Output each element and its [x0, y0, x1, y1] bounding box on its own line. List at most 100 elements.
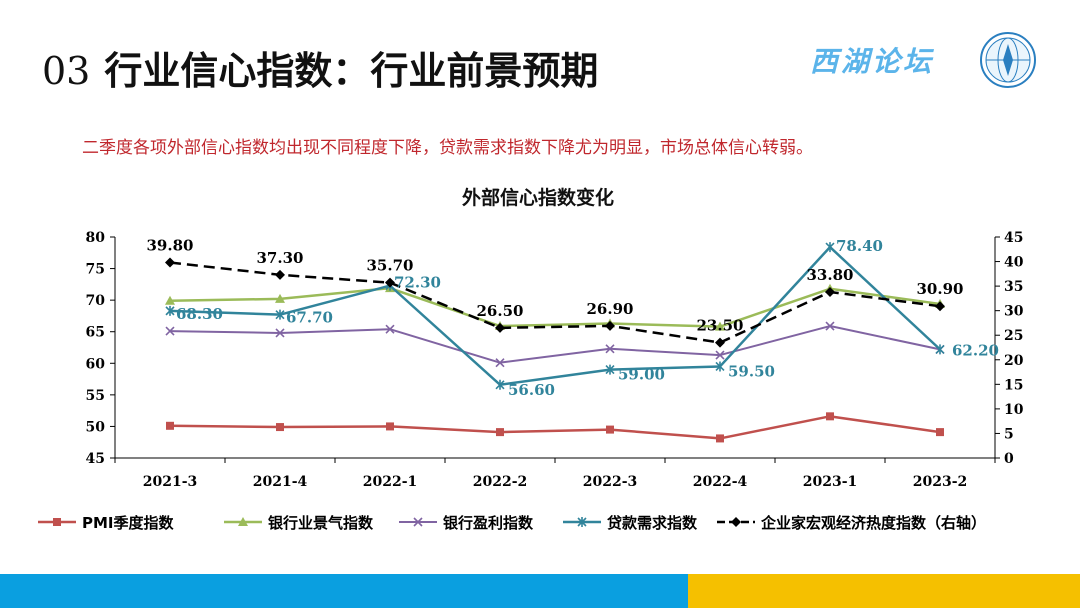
loan-demand-data-label: 62.20	[952, 341, 999, 359]
left-tick-label: 50	[86, 419, 106, 435]
x-tick-label: 2023-1	[803, 474, 858, 490]
data-point-marker	[385, 324, 395, 334]
footer-bar-blue	[0, 574, 688, 608]
macro-heat-data-label: 23.50	[697, 317, 744, 335]
data-point-marker	[165, 305, 175, 316]
data-point-marker	[605, 320, 615, 331]
macro-heat-data-label: 30.90	[917, 280, 964, 298]
chart-legend: PMI季度指数 银行业景气指数 银行盈利指数 贷款需求指数 企业家宏观经济热度指数（右轴…	[38, 514, 986, 532]
data-point-marker	[606, 425, 614, 434]
loan-demand-data-label: 72.30	[394, 274, 441, 292]
loan-demand-data-label: 59.00	[618, 366, 665, 384]
data-point-marker	[825, 242, 835, 253]
data-point-marker	[238, 517, 248, 526]
left-tick-label: 45	[86, 451, 105, 467]
data-point-marker	[715, 350, 725, 360]
left-tick-label: 55	[86, 388, 105, 404]
chart-summary: 二季度各项外部信心指数均出现不同程度下降，贷款需求指数下降尤为明显，市场总体信心…	[82, 138, 813, 158]
series-line	[169, 325, 941, 364]
data-point-marker	[715, 321, 725, 331]
data-point-marker	[731, 517, 741, 527]
data-point-marker	[165, 295, 175, 305]
macro-heat-data-label: 37.30	[257, 249, 304, 267]
series-5	[165, 257, 945, 348]
data-point-marker	[716, 434, 724, 443]
section-title: 行业信心指数：行业前景预期	[104, 49, 599, 93]
right-tick-label: 15	[1004, 377, 1023, 393]
left-tick-label: 60	[86, 356, 106, 372]
right-tick-label: 40	[1004, 255, 1024, 271]
series-line	[169, 286, 941, 328]
legend-label: PMI季度指数	[82, 514, 175, 532]
loan-demand-data-label: 78.40	[836, 237, 883, 255]
data-point-marker	[495, 322, 505, 333]
x-tick-label: 2023-2	[913, 474, 968, 490]
x-tick-label: 2022-4	[693, 474, 748, 490]
data-point-marker	[605, 344, 615, 354]
data-point-marker	[715, 361, 725, 372]
series-line	[169, 415, 941, 440]
loan-demand-data-label: 67.70	[286, 309, 333, 327]
loan-demand-data-label: 59.50	[728, 362, 775, 380]
left-tick-label: 65	[86, 325, 105, 341]
right-tick-label: 30	[1004, 304, 1024, 320]
footer-bar-yellow	[688, 574, 1080, 608]
macro-heat-data-label: 33.80	[807, 266, 854, 284]
series-line	[169, 261, 941, 344]
data-point-marker	[413, 517, 423, 527]
legend-label: 银行业景气指数	[268, 514, 374, 532]
data-point-marker	[495, 358, 505, 368]
series-4	[165, 242, 945, 390]
chart-series	[165, 242, 945, 443]
right-tick-label: 25	[1004, 328, 1023, 344]
legend-item-4: 贷款需求指数	[563, 514, 698, 532]
chart-data-labels: 68.30 67.70 72.30 56.60 59.00 59.50 78.40 62.20…	[147, 237, 999, 399]
right-tick-label: 5	[1004, 426, 1014, 442]
data-point-marker	[496, 428, 504, 437]
logo-text: 西湖论坛	[810, 45, 935, 78]
x-tick-label: 2021-3	[143, 474, 198, 490]
macro-heat-data-label: 26.90	[587, 300, 634, 318]
series-3	[165, 321, 945, 368]
x-tick-label: 2021-4	[253, 474, 308, 490]
data-point-marker	[577, 517, 587, 527]
x-tick-label: 2022-3	[583, 474, 638, 490]
forum-logo: 西湖论坛	[800, 30, 1050, 88]
data-point-marker	[495, 379, 505, 390]
globe-emblem-icon	[980, 32, 1036, 88]
data-point-marker	[605, 364, 615, 375]
page-title: 03 行业信心指数：行业前景预期	[42, 40, 598, 95]
legend-item-5: 企业家宏观经济热度指数（右轴）	[717, 514, 986, 532]
data-point-marker	[165, 257, 175, 268]
legend-label: 企业家宏观经济热度指数（右轴）	[760, 514, 986, 532]
legend-item-2: 银行业景气指数	[224, 514, 374, 532]
x-tick-label: 2022-2	[473, 474, 528, 490]
section-number: 03	[42, 49, 91, 93]
macro-heat-data-label: 26.50	[477, 302, 524, 320]
right-tick-label: 45	[1004, 230, 1023, 246]
right-tick-label: 20	[1004, 353, 1024, 369]
data-point-marker	[275, 328, 285, 338]
data-point-marker	[385, 277, 395, 288]
data-point-marker	[825, 321, 835, 331]
right-tick-label: 10	[1004, 402, 1024, 418]
data-point-marker	[275, 269, 285, 280]
data-point-marker	[275, 309, 285, 320]
legend-label: 贷款需求指数	[607, 514, 698, 532]
data-point-marker	[166, 421, 174, 430]
data-point-marker	[275, 293, 285, 303]
chart-axes: 80757065605550454540353025201510502021-3…	[86, 230, 1024, 490]
data-point-marker	[935, 301, 945, 312]
data-point-marker	[165, 326, 175, 336]
x-tick-label: 2022-1	[363, 474, 418, 490]
data-point-marker	[936, 428, 944, 437]
data-point-marker	[276, 423, 284, 432]
left-tick-label: 70	[86, 293, 106, 309]
loan-demand-data-label: 56.60	[508, 381, 555, 399]
confidence-index-chart: 外部信心指数变化 8075706560555045454035302520151…	[38, 186, 1024, 532]
legend-item-3: 银行盈利指数	[399, 514, 534, 532]
chart-title: 外部信心指数变化	[462, 186, 614, 209]
left-tick-label: 75	[86, 262, 105, 278]
data-point-marker	[826, 412, 834, 421]
series-1	[166, 412, 944, 443]
